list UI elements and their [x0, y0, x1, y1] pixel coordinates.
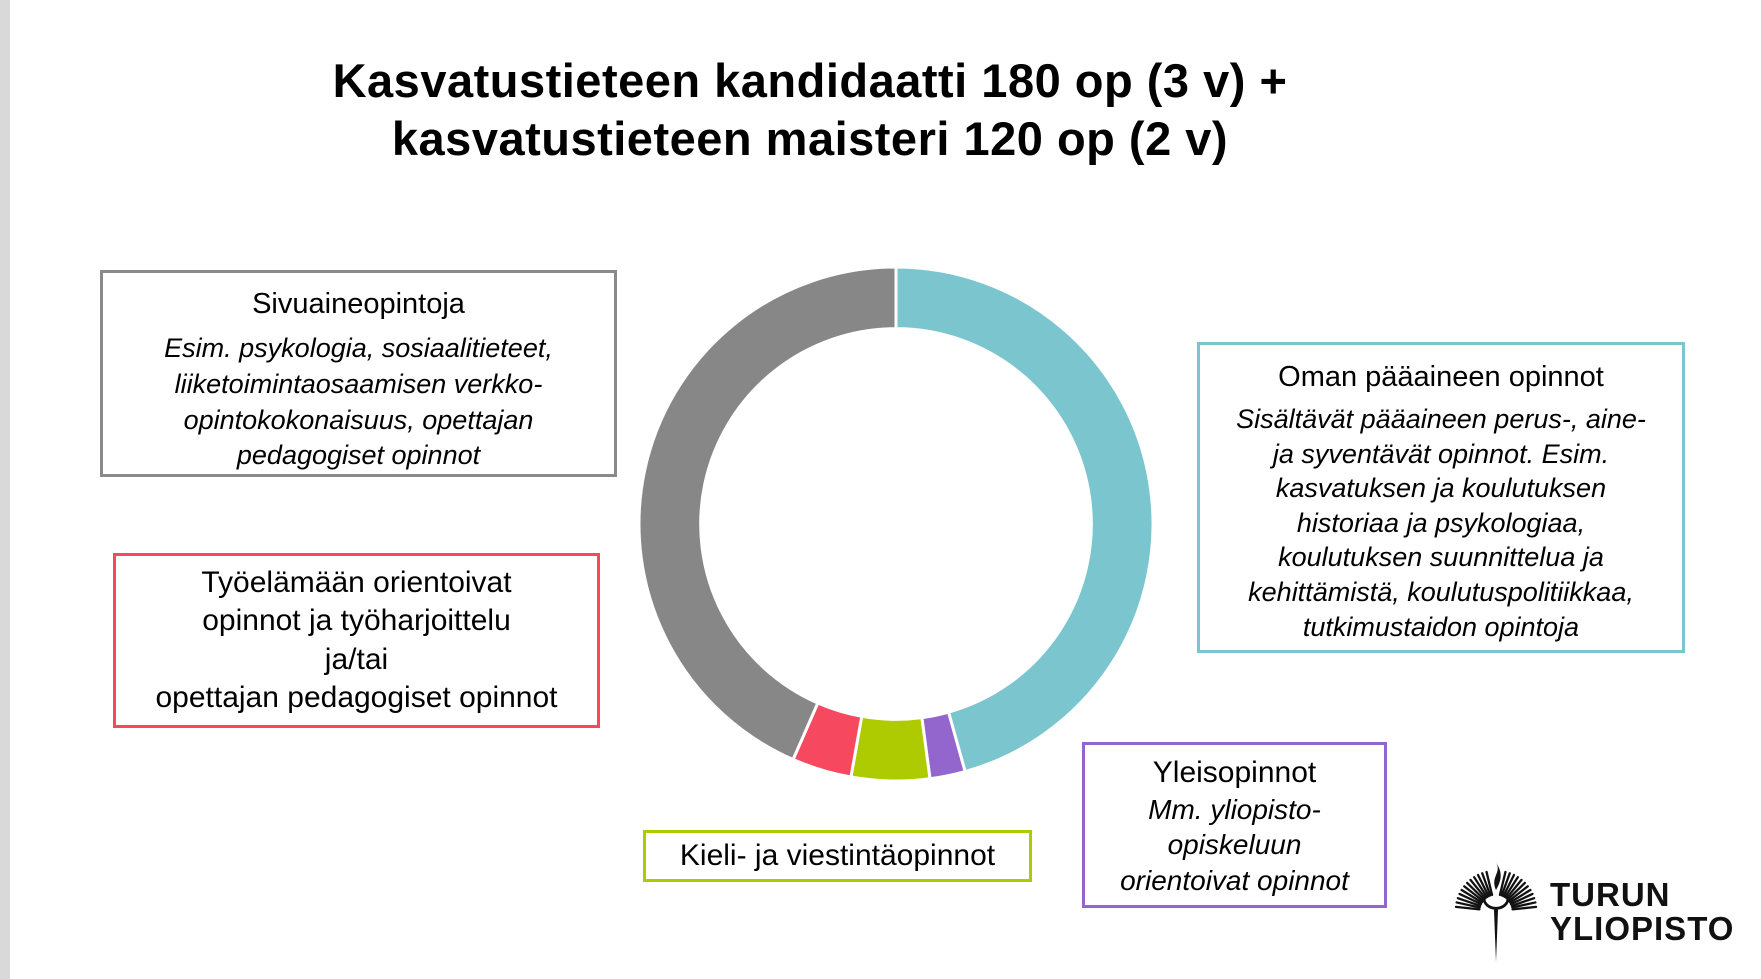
emblem-wing-ray	[1506, 881, 1526, 901]
emblem-wing-ray	[1500, 872, 1511, 897]
emblem-wing-ray	[1485, 870, 1494, 897]
logo-text-line1: TURUN	[1550, 875, 1671, 913]
torch-flame	[1494, 862, 1501, 891]
emblem-wing-ray	[1466, 881, 1486, 901]
emblem-wing-ray	[1510, 897, 1536, 907]
donut-chart	[637, 265, 1155, 783]
callout-language-label: Kieli- ja viestintäopinnot	[679, 839, 996, 872]
emblem-wing-ray	[1502, 873, 1516, 898]
emblem-wing-ray	[1509, 892, 1534, 906]
emblem-wing-ray	[1503, 876, 1519, 899]
callout-language-studies: Kieli- ja viestintäopinnot	[643, 830, 1032, 882]
emblem-wing-ray	[1511, 905, 1538, 911]
emblem-wing-ray	[1505, 878, 1523, 900]
callout-minor-studies: Sivuaineopintoja Esim. psykologia, sosia…	[100, 270, 617, 477]
emblem-wing-ray	[1511, 901, 1537, 909]
university-logo-text: TURUN YLIOPISTO	[1550, 875, 1735, 947]
emblem-wing-ray	[1469, 878, 1487, 900]
donut-segment-minor-studies	[637, 265, 898, 762]
emblem-wing-ray	[1509, 888, 1532, 904]
emblem-wing-ray	[1460, 888, 1483, 904]
emblem-wing-ray	[1476, 873, 1490, 898]
torch-stem	[1493, 907, 1499, 962]
callout-major-body: Sisältävät pääaineen perus-, aine- ja sy…	[1236, 404, 1646, 642]
callout-general-body: Mm. yliopisto- opiskeluun orientoivat op…	[1120, 793, 1349, 896]
callout-major-studies: Oman pääaineen opinnot Sisältävät pääain…	[1197, 342, 1685, 653]
university-logo: TURUN YLIOPISTO	[1452, 852, 1752, 972]
callout-general-title: Yleisopinnot	[1152, 756, 1317, 789]
callout-general-studies: Yleisopinnot Mm. yliopisto- opiskeluun o…	[1082, 742, 1387, 908]
donut-segment-major-studies	[894, 265, 1155, 774]
emblem-wing-ray	[1508, 885, 1529, 903]
emblem-wing-ray	[1458, 892, 1483, 906]
emblem-wing-ray	[1473, 876, 1489, 899]
torch-cup	[1482, 895, 1510, 910]
slide-title: Kasvatustieteen kandidaatti 180 op (3 v)…	[332, 54, 1288, 165]
donut-segment-language-studies	[849, 714, 932, 783]
callout-minor-title: Sivuaineopintoja	[252, 288, 465, 320]
callout-work-life-label: Työelämään orientoivat opinnot ja työhar…	[155, 565, 558, 714]
logo-text-line2: YLIOPISTO	[1550, 910, 1735, 947]
emblem-wing-ray	[1481, 872, 1492, 897]
page-edge-strip	[0, 0, 10, 979]
emblem-wing-ray	[1498, 870, 1507, 897]
emblem-wing-ray	[1456, 897, 1482, 907]
emblem-wing-ray	[1455, 901, 1481, 909]
callout-major-title: Oman pääaineen opinnot	[1278, 361, 1604, 393]
callout-minor-body: Esim. psykologia, sosiaalitieteet, liike…	[164, 333, 553, 471]
emblem-wing-ray	[1454, 905, 1481, 911]
callout-work-life-studies: Työelämään orientoivat opinnot ja työhar…	[113, 553, 600, 728]
emblem-wing-ray	[1463, 885, 1484, 903]
university-torch-emblem-icon	[1454, 862, 1538, 962]
